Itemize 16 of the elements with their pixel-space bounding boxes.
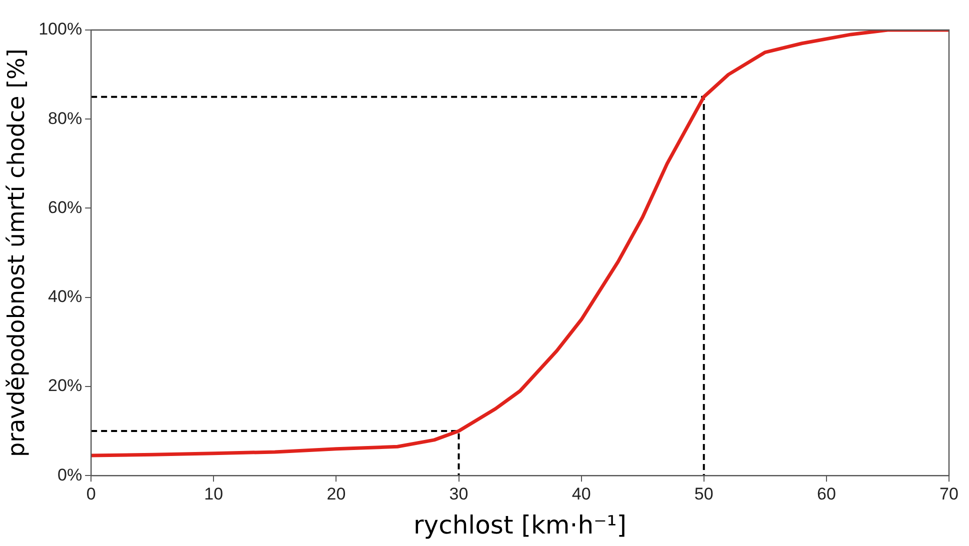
y-tick-label: 80% — [48, 108, 82, 128]
y-tick-label: 20% — [48, 376, 82, 396]
x-tick-label: 20 — [326, 484, 346, 504]
x-tick-label: 70 — [940, 484, 958, 504]
y-tick-label: 0% — [58, 465, 82, 484]
x-tick-label: 10 — [204, 484, 224, 504]
x-tick-label: 30 — [449, 484, 468, 504]
x-tick-label: 40 — [572, 484, 591, 504]
x-axis-title: rychlost [km·h⁻¹] — [414, 510, 627, 540]
y-tick-label: 60% — [48, 198, 82, 217]
y-axis-title: pravděpodobnost úmrtí chodce [%] — [4, 48, 30, 457]
x-tick-label: 0 — [86, 484, 96, 504]
x-tick-label: 60 — [816, 484, 836, 504]
x-tick-label: 50 — [694, 484, 714, 504]
y-tick-label: 40% — [48, 287, 82, 306]
y-tick-label: 100% — [38, 20, 82, 39]
